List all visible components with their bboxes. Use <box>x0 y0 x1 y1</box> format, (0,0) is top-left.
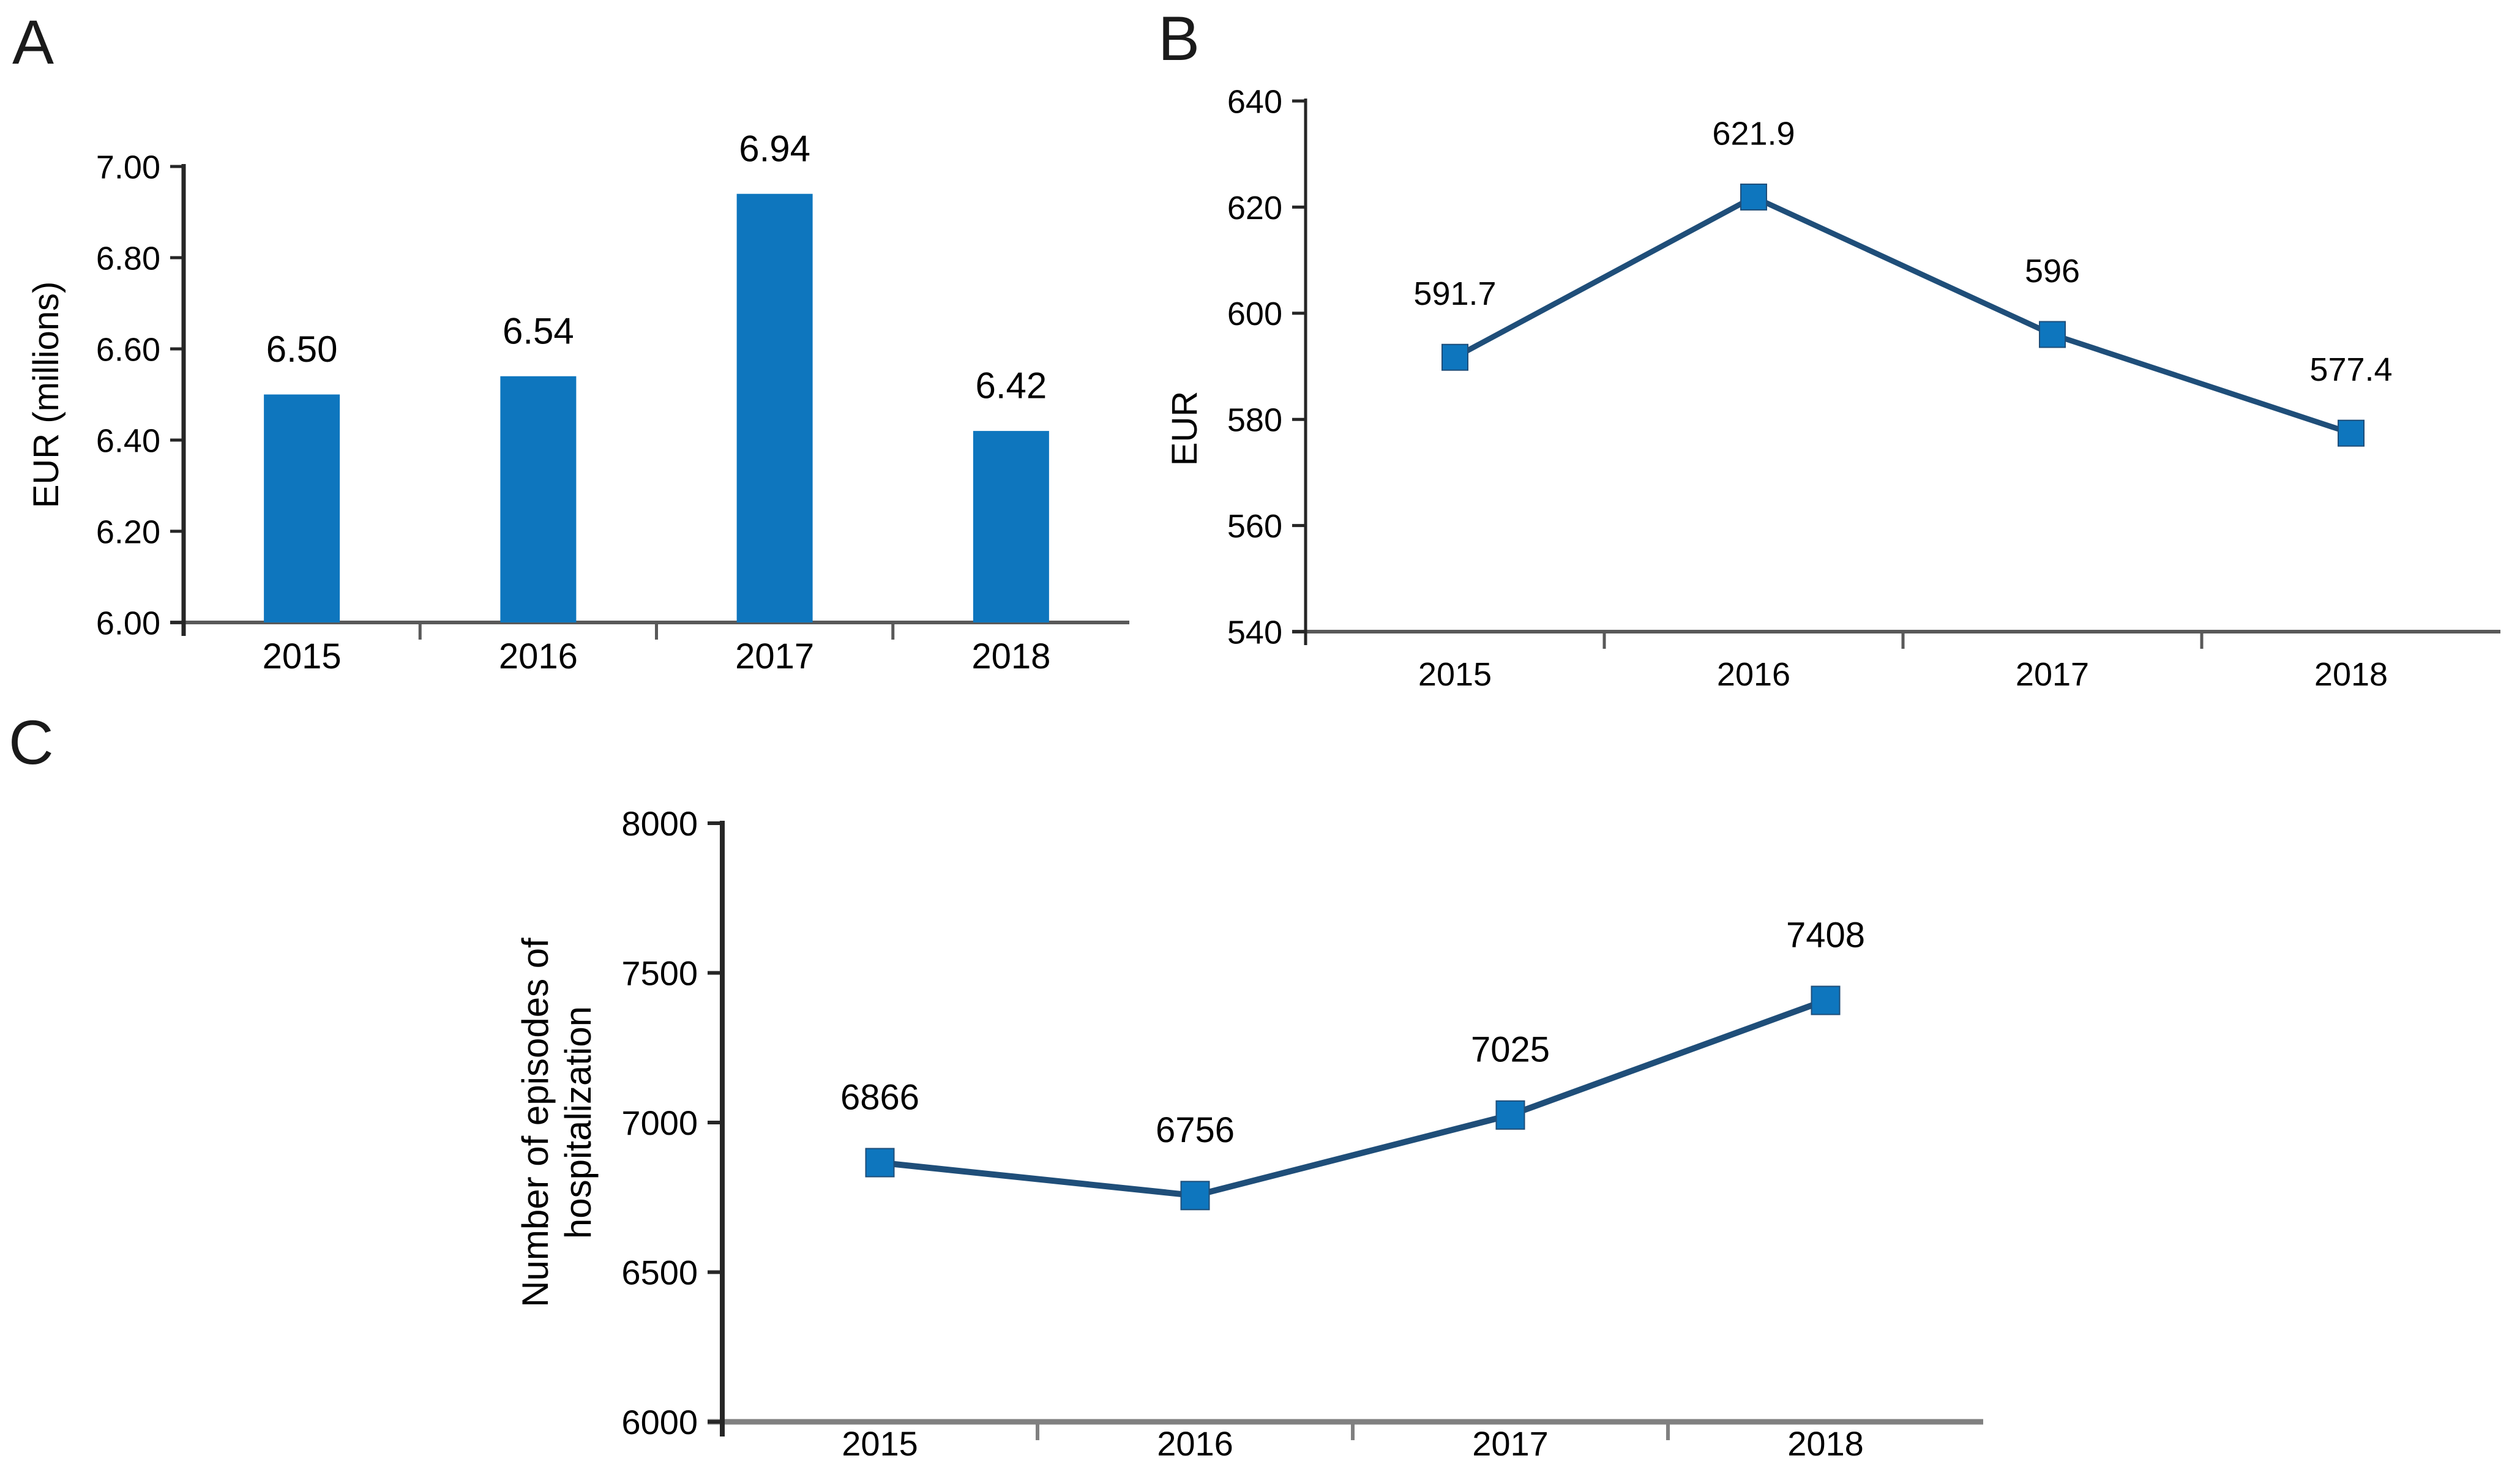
y-tick-label: 580 <box>1227 402 1282 439</box>
x-category-label: 2018 <box>2314 656 2388 693</box>
panel-c-label: C <box>9 708 54 777</box>
x-category-label: 2015 <box>1418 656 1492 693</box>
data-point-marker <box>2338 419 2365 447</box>
y-tick-label: 600 <box>1227 296 1282 332</box>
bar <box>264 394 340 622</box>
data-label: 596 <box>2025 253 2080 290</box>
y-tick-label: 7000 <box>621 1104 698 1142</box>
y-tick-label: 6000 <box>621 1403 698 1441</box>
y-axis-title: hospitalization <box>558 1006 599 1239</box>
data-point-marker <box>1180 1181 1210 1211</box>
y-tick-label: 620 <box>1227 190 1282 226</box>
data-label: 7408 <box>1786 915 1865 955</box>
data-label: 6.94 <box>739 128 810 169</box>
y-tick-label: 6.60 <box>96 331 160 368</box>
data-line <box>879 997 1827 1199</box>
data-label: 621.9 <box>1712 115 1795 152</box>
x-category-label: 2018 <box>971 637 1050 676</box>
bar <box>973 431 1049 622</box>
y-tick-label: 560 <box>1227 508 1282 545</box>
data-point-marker <box>1495 1100 1525 1130</box>
data-label: 6756 <box>1156 1110 1235 1150</box>
data-point-marker <box>865 1148 895 1178</box>
data-label: 6.50 <box>266 329 338 370</box>
data-line <box>1453 194 2352 436</box>
y-tick-label: 7500 <box>621 954 698 993</box>
data-point-marker <box>2039 321 2066 348</box>
data-label: 591.7 <box>1413 275 1496 312</box>
line-chart-hospitalization-episodes: 6000 6500 7000 7500 8000 2015 2016 2017 2018 6866… <box>515 804 1983 1463</box>
x-category-label: 2015 <box>842 1424 918 1463</box>
panel-b-label: B <box>1158 4 1200 73</box>
x-category-label: 2017 <box>1472 1424 1549 1463</box>
y-tick-label: 640 <box>1227 83 1282 120</box>
data-label: 6866 <box>840 1077 919 1117</box>
y-tick-label: 6.00 <box>96 605 160 641</box>
panel-a-label: A <box>12 7 54 77</box>
data-label: 7025 <box>1471 1030 1550 1070</box>
y-tick-label: 7.00 <box>96 149 160 185</box>
x-category-label: 2016 <box>1717 656 1790 693</box>
y-axis-title: Number of episodes of <box>515 938 556 1307</box>
y-tick-label: 540 <box>1227 614 1282 651</box>
y-tick-label: 6.80 <box>96 240 160 277</box>
y-axis-title: EUR <box>1165 391 1205 466</box>
x-category-label: 2018 <box>1787 1424 1864 1463</box>
y-tick-label: 6.20 <box>96 514 160 550</box>
x-category-label: 2016 <box>1157 1424 1233 1463</box>
bar <box>736 193 813 622</box>
y-tick-label: 6500 <box>621 1253 698 1292</box>
y-axis-title: EUR (millions) <box>26 282 66 509</box>
data-label: 577.4 <box>2309 351 2392 388</box>
data-point-marker <box>1740 183 1767 211</box>
bar-chart-eur-millions: 6.00 6.20 6.40 6.60 6.80 7.00 2015 2016 2017 2018… <box>26 128 1129 676</box>
y-tick-label: 8000 <box>621 804 698 843</box>
x-category-label: 2017 <box>2016 656 2089 693</box>
data-point-marker <box>1811 985 1841 1015</box>
x-category-label: 2015 <box>263 637 342 676</box>
x-category-label: 2016 <box>499 637 578 676</box>
y-tick-label: 6.40 <box>96 422 160 459</box>
data-point-marker <box>1441 343 1468 371</box>
line-chart-eur: 540 560 580 600 620 640 2015 2016 2017 2018 591.7 6… <box>1165 83 2500 693</box>
bar <box>500 376 577 622</box>
data-label: 6.54 <box>503 310 574 351</box>
x-category-label: 2017 <box>735 637 814 676</box>
data-label: 6.42 <box>975 365 1047 406</box>
